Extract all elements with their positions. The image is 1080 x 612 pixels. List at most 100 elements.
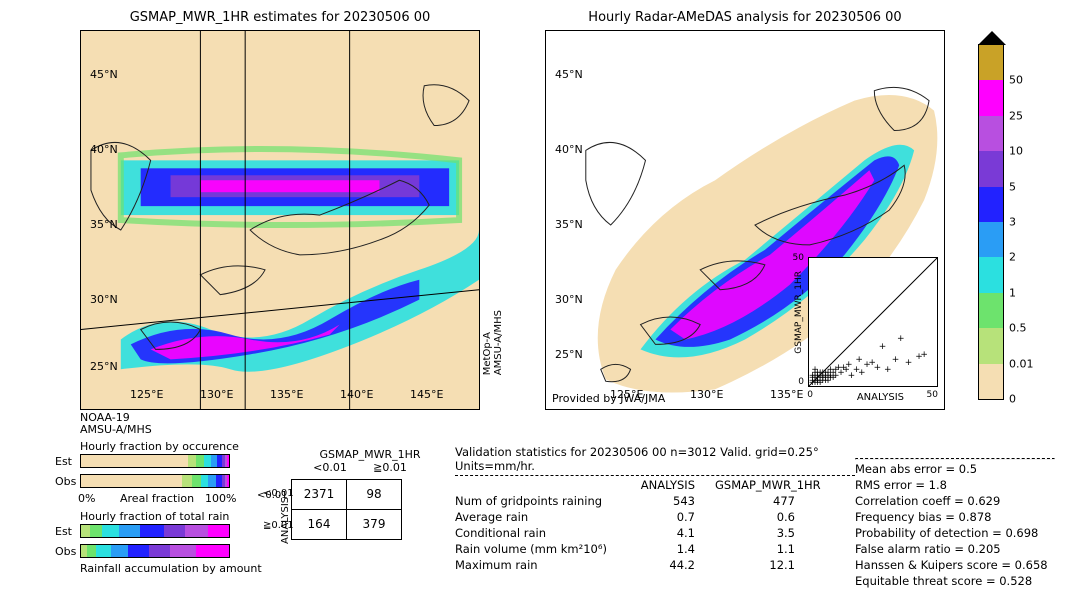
- validation-row-v1: 1.4: [635, 542, 715, 556]
- fraction-segment: [170, 545, 197, 557]
- map-right-ytick: 45°N: [555, 68, 583, 81]
- map-left-satlabel-right: MetOp-A AMSU-A/MHS: [482, 310, 504, 375]
- colorbar-segment: [979, 364, 1003, 399]
- map-right-ytick: 35°N: [555, 218, 583, 231]
- fraction-rain-title: Hourly fraction of total rain: [80, 510, 229, 523]
- fraction-axis-left: 0%: [78, 492, 95, 505]
- scatter-point: +: [835, 365, 843, 371]
- fraction-segment: [111, 545, 129, 557]
- contingency-table: GSMAP_MWR_1HR <0.01 ≧0.01 ANALYSIS 23719…: [280, 448, 440, 544]
- validation-row-v1: 44.2: [635, 558, 715, 572]
- validation-right-row: Mean abs error = 0.5: [855, 462, 1055, 476]
- fraction-segment: [102, 525, 120, 537]
- validation-row-label: Maximum rain: [455, 558, 635, 572]
- scatter-ytick: 0: [798, 377, 804, 387]
- validation-right-row: Hanssen & Kuipers score = 0.658: [855, 558, 1055, 572]
- colorbar-segment: [979, 293, 1003, 328]
- fraction-segment: [182, 475, 192, 487]
- map-left-ytick: 45°N: [90, 68, 118, 81]
- fraction-segment: [204, 455, 211, 467]
- colorbar-segment: [979, 151, 1003, 186]
- map-left-xtick: 130°E: [200, 388, 233, 401]
- contingency-row-header: ≧0.01: [263, 520, 294, 531]
- map-left-ytick: 40°N: [90, 143, 118, 156]
- colorbar-tick: 3: [1003, 216, 1016, 229]
- fraction-row-label: Obs: [55, 545, 76, 558]
- contingency-cell: 379: [347, 509, 402, 539]
- fraction-segment: [87, 545, 96, 557]
- contingency-cell: 2371: [292, 479, 347, 509]
- colorbar-segment: [979, 222, 1003, 257]
- fraction-axis-mid: Areal fraction: [120, 492, 194, 505]
- validation-row-v2: 1.1: [715, 542, 795, 556]
- fraction-segment: [119, 525, 140, 537]
- map-left-ytick: 25°N: [90, 360, 118, 373]
- fraction-segment: [185, 525, 209, 537]
- colorbar-segment: [979, 187, 1003, 222]
- fraction-segment: [149, 545, 170, 557]
- colorbar-tick: 25: [1003, 109, 1023, 122]
- scatter-point: +: [879, 344, 887, 350]
- fraction-segment: [96, 545, 111, 557]
- map-right-ytick: 25°N: [555, 348, 583, 361]
- validation-row: Conditional rain4.13.5: [455, 526, 855, 540]
- colorbar-tick: 0.01: [1003, 357, 1034, 370]
- validation-row-v2: 477: [715, 494, 795, 508]
- scatter-point: +: [897, 336, 905, 342]
- map-left-ytick: 35°N: [90, 218, 118, 231]
- validation-block: Validation statistics for 20230506 00 n=…: [455, 445, 855, 574]
- contingency-title: GSMAP_MWR_1HR: [300, 448, 440, 461]
- colorbar-tick: 50: [1003, 74, 1023, 87]
- map-right-title: Hourly Radar-AMeDAS analysis for 2023050…: [545, 10, 945, 25]
- fraction-bar-rain-est: [80, 524, 230, 538]
- map-right-xtick: 135°E: [770, 388, 803, 401]
- colorbar-tick: 0: [1003, 393, 1016, 406]
- map-left-svg: [81, 31, 479, 409]
- provided-by-label: Provided by JWA/JMA: [552, 392, 665, 405]
- colorbar: 00.010.51235102550: [978, 44, 1004, 400]
- fraction-segment: [201, 475, 208, 487]
- validation-row: Num of gridpoints raining543477: [455, 494, 855, 508]
- validation-row: Average rain0.70.6: [455, 510, 855, 524]
- fraction-bar-occ-obs: [80, 474, 230, 488]
- map-left-frame: [80, 30, 480, 410]
- map-right-xtick: 130°E: [690, 388, 723, 401]
- validation-row-label: Num of gridpoints raining: [455, 494, 635, 508]
- contingency-cell: 98: [347, 479, 402, 509]
- map-left-xtick: 140°E: [340, 388, 373, 401]
- colorbar-segment: [979, 328, 1003, 363]
- fraction-segment: [192, 475, 201, 487]
- fraction-segment: [164, 525, 185, 537]
- fraction-segment: [90, 525, 102, 537]
- validation-row: Maximum rain44.212.1: [455, 558, 855, 572]
- colorbar-segment: [979, 80, 1003, 115]
- scatter-point: +: [824, 378, 832, 384]
- map-left-xtick: 135°E: [270, 388, 303, 401]
- validation-row-v1: 4.1: [635, 526, 715, 540]
- colorbar-tick: 1: [1003, 286, 1016, 299]
- validation-right-row: Frequency bias = 0.878: [855, 510, 1055, 524]
- scatter-xlabel: ANALYSIS: [857, 392, 904, 403]
- scatter-point: +: [892, 357, 900, 363]
- contingency-row-axis: ANALYSIS: [280, 474, 291, 544]
- scatter-point: +: [845, 362, 853, 368]
- validation-right-row: Equitable threat score = 0.528: [855, 574, 1055, 588]
- scatter-inset: ++++++++++++++++++++++++++++++++++++++++…: [808, 257, 938, 387]
- map-right-ytick: 30°N: [555, 293, 583, 306]
- scatter-xtick: 0: [807, 390, 813, 400]
- validation-col-header: GSMAP_MWR_1HR: [715, 478, 795, 492]
- validation-row-v2: 0.6: [715, 510, 795, 524]
- scatter-point: +: [855, 357, 863, 363]
- fraction-segment: [208, 475, 215, 487]
- fraction-row-label: Est: [55, 455, 72, 468]
- scatter-ytick: 50: [793, 253, 804, 263]
- scatter-ylabel: GSMAP_MWR_1HR: [794, 271, 804, 354]
- validation-right-row: Correlation coeff = 0.629: [855, 494, 1055, 508]
- fraction-segment: [196, 545, 229, 557]
- validation-right-block: Mean abs error = 0.5RMS error = 1.8Corre…: [855, 458, 1055, 590]
- colorbar-tick: 2: [1003, 251, 1016, 264]
- map-right-ytick: 40°N: [555, 143, 583, 156]
- map-left-xtick: 125°E: [130, 388, 163, 401]
- colorbar-tick: 10: [1003, 145, 1023, 158]
- scatter-point: +: [920, 352, 928, 358]
